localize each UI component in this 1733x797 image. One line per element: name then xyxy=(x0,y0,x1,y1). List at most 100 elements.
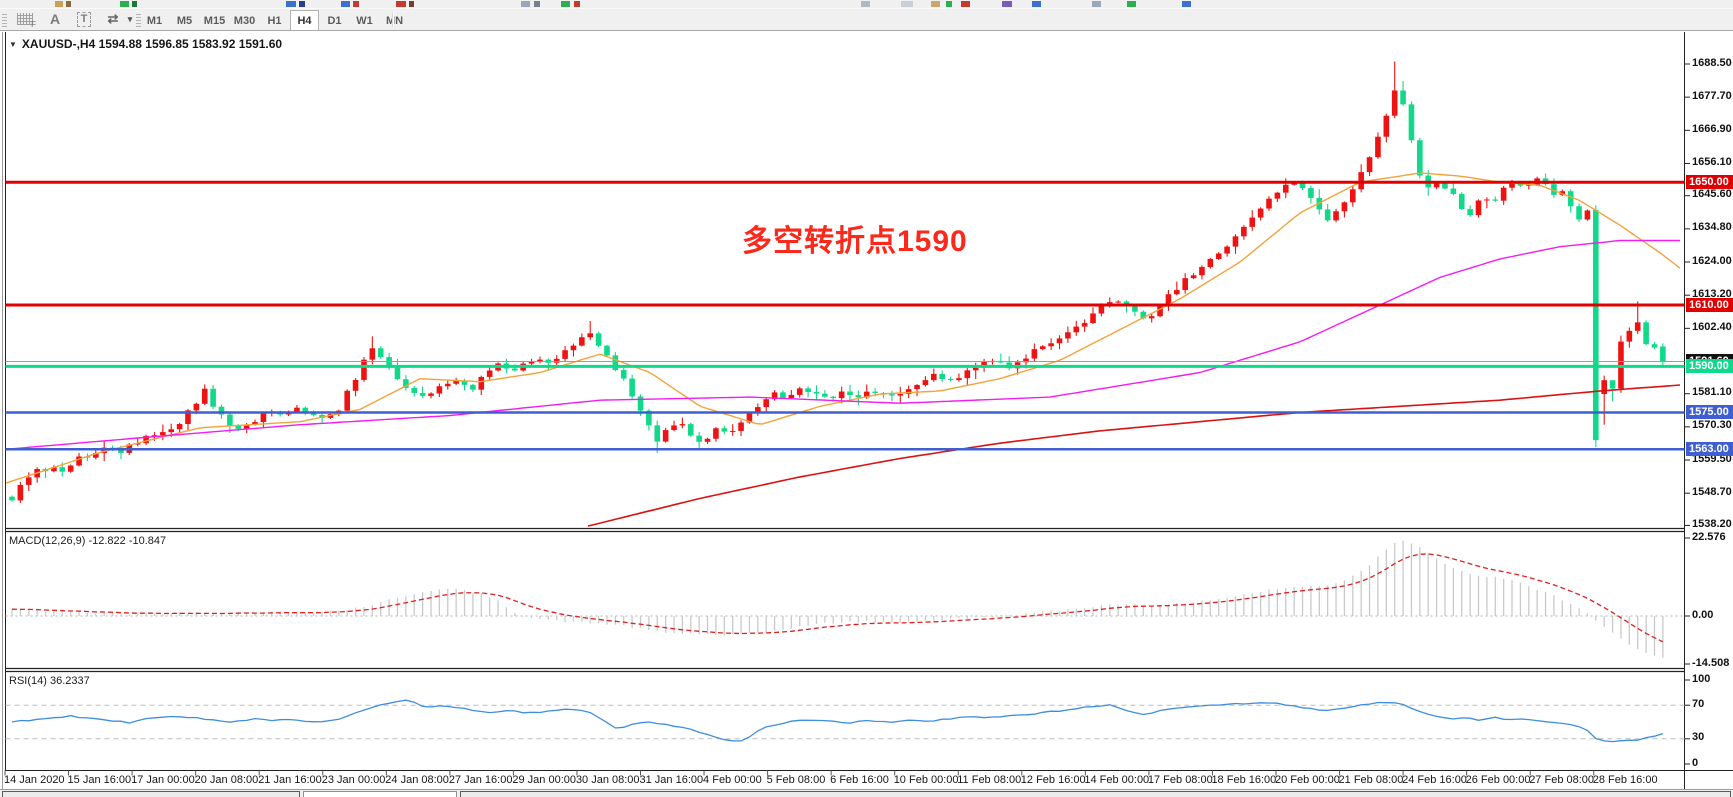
date-axis-label: 10 Feb 00:00 xyxy=(893,774,959,786)
bottom-tabbar-partial xyxy=(0,789,1733,797)
timeframe-button-m30[interactable]: M30 xyxy=(233,14,256,27)
toolbar-group-handle[interactable] xyxy=(136,12,141,27)
toolbar-icon-fragment xyxy=(1182,1,1191,7)
chart-window: ▼ XAUUSD-,H4 1594.88 1596.85 1583.92 1591… xyxy=(0,30,1733,790)
toolbar-separator xyxy=(392,12,394,27)
price-annotation: 多空转折点1590 xyxy=(742,225,968,258)
dropdown-caret-icon[interactable]: ▾ xyxy=(127,13,133,24)
level-price-badge: 1563.00 xyxy=(1686,441,1733,456)
cycle-arrows-icon[interactable]: ⇄ xyxy=(107,11,119,26)
timeframe-button-mn[interactable]: MN xyxy=(385,14,404,27)
chart-plot-area[interactable] xyxy=(0,31,1733,790)
date-axis-label: 20 Feb 00:00 xyxy=(1275,774,1340,786)
date-axis-label: 15 Jan 16:00 xyxy=(67,774,132,786)
toolbar-icon-fragment xyxy=(931,1,940,7)
toolbar-icon-fragment xyxy=(946,1,952,7)
toolbar-icon-fragment xyxy=(1127,1,1136,7)
macd-axis-label: 22.576 xyxy=(1692,530,1726,543)
toolbar-icon-fragment xyxy=(299,1,305,7)
price-axis-label: 1656.10 xyxy=(1692,155,1732,168)
toolbar-icon-fragment xyxy=(120,1,129,7)
timeframe-button-w1[interactable]: W1 xyxy=(356,14,373,27)
price-axis-label: 1645.60 xyxy=(1692,188,1732,201)
date-axis-label: 17 Feb 08:00 xyxy=(1147,774,1213,786)
bottom-tab-0[interactable] xyxy=(2,791,300,797)
grid-period-icon[interactable]: F xyxy=(12,10,38,29)
toolbar-icon-fragment xyxy=(132,1,137,7)
price-axis-label: 1581.10 xyxy=(1692,386,1732,399)
toolbar-icon-fragment xyxy=(55,1,63,7)
toolbar-icon-fragment xyxy=(66,1,71,7)
timeframe-button-d1[interactable]: D1 xyxy=(327,14,342,27)
chart-title-text: XAUUSD-,H4 1594.88 1596.85 1583.92 1591.… xyxy=(21,37,283,51)
date-axis-label: 21 Jan 16:00 xyxy=(258,774,322,786)
font-a-icon[interactable]: A xyxy=(49,11,61,27)
chart-collapse-icon[interactable]: ▼ xyxy=(9,40,17,49)
grid-f-sub: F xyxy=(31,20,36,29)
timeframe-button-m1[interactable]: M1 xyxy=(146,14,163,27)
rsi-axis-label: 100 xyxy=(1692,672,1711,685)
price-axis-label: 1666.90 xyxy=(1692,122,1732,135)
toolbar-icon-fragment xyxy=(861,1,870,7)
date-axis-label: 14 Feb 00:00 xyxy=(1084,774,1150,786)
grid-dots-glyph xyxy=(17,13,33,25)
date-axis-label: 20 Jan 08:00 xyxy=(194,774,259,786)
text-label-glyph: T xyxy=(76,11,92,27)
toolbar-icon-fragment xyxy=(396,1,406,7)
toolbar-icon-fragment xyxy=(534,1,540,7)
date-axis-label: 17 Jan 00:00 xyxy=(131,774,195,786)
date-axis-label: 12 Feb 16:00 xyxy=(1020,774,1086,786)
level-price-badge: 1590.00 xyxy=(1686,358,1733,373)
price-axis-label: 1613.20 xyxy=(1692,287,1732,300)
price-axis-label: 1538.20 xyxy=(1692,517,1732,530)
toolbar-icon-fragment xyxy=(1092,1,1101,7)
timeframe-button-m15[interactable]: M15 xyxy=(203,14,226,27)
toolbar-icon-fragment xyxy=(961,1,970,7)
toolbar-icon-fragment xyxy=(521,1,530,7)
toolbar-icon-fragment xyxy=(561,1,570,7)
date-axis-label: 24 Feb 16:00 xyxy=(1402,774,1467,786)
date-axis-label: 23 Jan 00:00 xyxy=(321,774,386,786)
date-axis-label: 5 Feb 08:00 xyxy=(766,774,826,786)
toolbar-icon-fragment xyxy=(341,1,350,7)
timeframe-button-m5[interactable]: M5 xyxy=(176,14,193,27)
toolbar-icon-fragment xyxy=(574,1,580,7)
toolbar-icon-fragment xyxy=(901,1,913,7)
price-axis-label: 1688.50 xyxy=(1692,56,1732,69)
price-axis-label: 1602.40 xyxy=(1692,320,1732,333)
price-axis-label: 1624.00 xyxy=(1692,254,1732,267)
price-axis-label: 1677.70 xyxy=(1692,89,1732,102)
chart-title: ▼ XAUUSD-,H4 1594.88 1596.85 1583.92 1591… xyxy=(9,37,282,51)
price-axis-label: 1634.80 xyxy=(1692,221,1732,234)
timeframe-button-h1[interactable]: H1 xyxy=(267,14,282,27)
price-axis-label: 1570.30 xyxy=(1692,419,1732,432)
date-axis-label: 18 Feb 16:00 xyxy=(1211,774,1277,786)
toolbar-icon-fragment xyxy=(1002,1,1012,7)
level-price-badge: 1650.00 xyxy=(1686,174,1733,189)
date-axis-label: 26 Feb 00:00 xyxy=(1465,774,1531,786)
main-toolbar: F A T ⇄ ▾ M1 M5 M15 M30 H1 H4 D1 W1 MN xyxy=(0,9,1733,31)
timeframe-button-h4[interactable]: H4 xyxy=(290,10,319,31)
date-axis-label: 29 Jan 00:00 xyxy=(512,774,577,786)
toolbar-icon-fragment xyxy=(409,1,414,7)
date-axis-label: 27 Jan 16:00 xyxy=(448,774,513,786)
bottom-tab-2[interactable] xyxy=(460,791,1731,797)
date-axis-label: 24 Jan 08:00 xyxy=(385,774,449,786)
date-axis-label: 6 Feb 16:00 xyxy=(830,774,889,786)
date-axis-label: 14 Jan 2020 xyxy=(4,774,65,786)
date-axis-label: 31 Jan 16:00 xyxy=(639,774,704,786)
date-axis-label: 27 Feb 08:00 xyxy=(1529,774,1595,786)
rsi-axis-label: 0 xyxy=(1692,756,1699,769)
bottom-tab-1[interactable] xyxy=(303,791,457,797)
toolbar-drag-handle[interactable] xyxy=(2,12,7,27)
macd-axis-label: -14.508 xyxy=(1692,656,1730,669)
date-axis-label: 11 Feb 08:00 xyxy=(957,774,1022,786)
macd-axis-label: 0.00 xyxy=(1692,608,1714,621)
level-price-badge: 1575.00 xyxy=(1686,404,1733,419)
macd-indicator-label: MACD(12,26,9) -12.822 -10.847 xyxy=(9,535,167,547)
date-axis-label: 4 Feb 00:00 xyxy=(703,774,762,786)
rsi-axis-label: 70 xyxy=(1692,697,1705,710)
text-label-icon[interactable]: T xyxy=(72,10,96,28)
date-axis-label: 21 Feb 08:00 xyxy=(1338,774,1404,786)
